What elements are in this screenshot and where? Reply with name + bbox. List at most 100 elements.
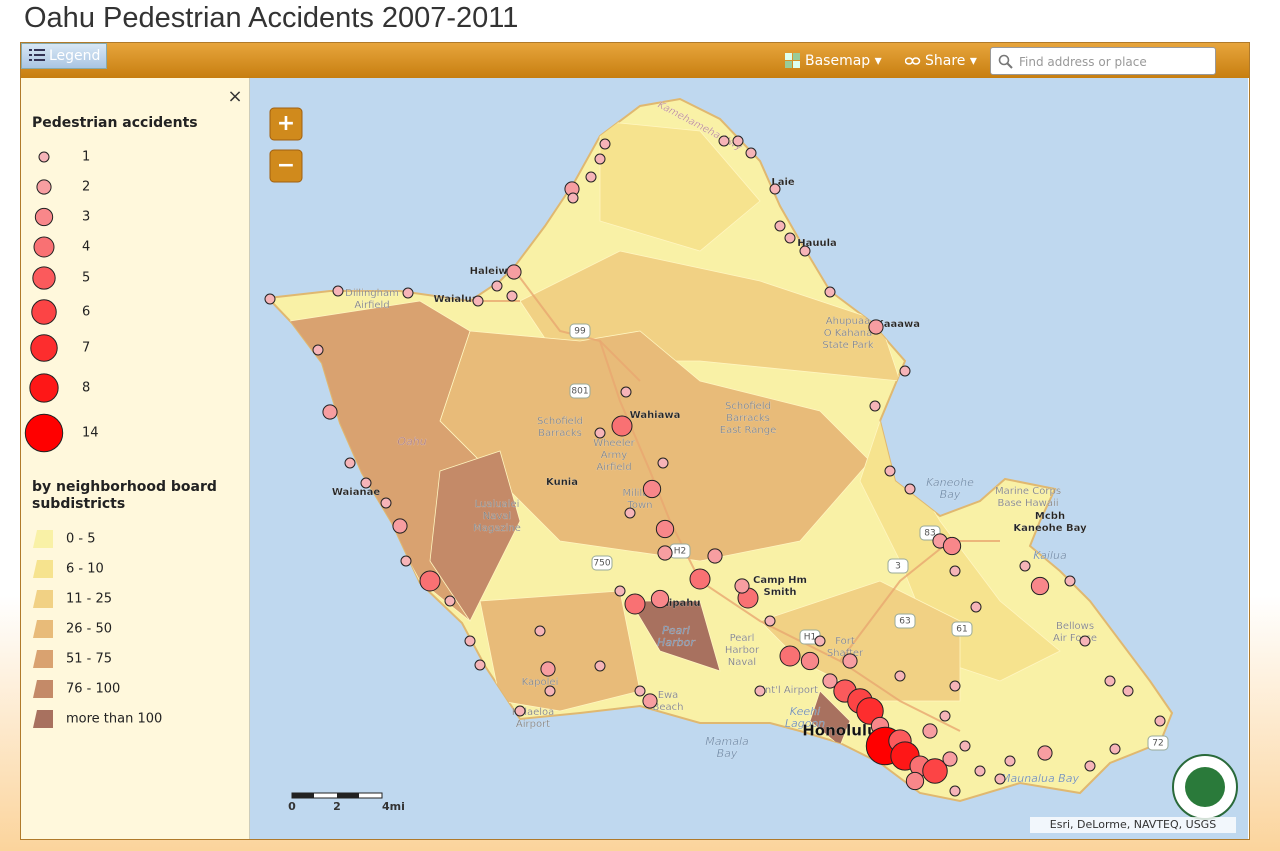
accident-point[interactable]	[474, 659, 486, 671]
accident-point[interactable]	[774, 220, 786, 232]
accident-point[interactable]	[655, 519, 675, 539]
accident-point[interactable]	[814, 635, 826, 647]
accident-point[interactable]	[822, 673, 838, 689]
accident-point[interactable]	[599, 138, 611, 150]
accident-point[interactable]	[1109, 743, 1121, 755]
map-label: Pearl	[662, 624, 690, 637]
accident-point[interactable]	[745, 147, 757, 159]
accident-point[interactable]	[784, 232, 796, 244]
accident-point[interactable]	[657, 457, 669, 469]
accident-point[interactable]	[634, 685, 646, 697]
zoom-button[interactable]	[269, 107, 303, 141]
accident-point[interactable]	[491, 280, 503, 292]
share-button[interactable]: Share ▾	[925, 53, 977, 69]
accident-point[interactable]	[614, 585, 626, 597]
accident-point[interactable]	[994, 773, 1006, 785]
accident-point[interactable]	[904, 483, 916, 495]
accident-point[interactable]	[506, 264, 522, 280]
accident-point[interactable]	[1004, 755, 1016, 767]
accident-point[interactable]	[322, 404, 338, 420]
map[interactable]: Kamehameha HwyLaieHauulaKaaawaHaleiwaWai…	[250, 78, 1248, 839]
accident-point[interactable]	[472, 295, 484, 307]
accident-point[interactable]	[567, 192, 579, 204]
accident-point[interactable]	[894, 670, 906, 682]
accident-point[interactable]	[779, 645, 801, 667]
accident-point[interactable]	[824, 286, 836, 298]
accident-point[interactable]	[1030, 576, 1050, 596]
accident-point[interactable]	[332, 285, 344, 297]
accident-point[interactable]	[380, 497, 392, 509]
accident-point[interactable]	[754, 685, 766, 697]
accident-point[interactable]	[769, 183, 781, 195]
accident-point[interactable]	[922, 758, 948, 784]
accident-point[interactable]	[949, 565, 961, 577]
accident-point[interactable]	[650, 589, 670, 609]
accident-point[interactable]	[689, 568, 711, 590]
accident-point[interactable]	[939, 710, 951, 722]
accident-point[interactable]	[594, 153, 606, 165]
accident-point[interactable]	[594, 660, 606, 672]
accident-point[interactable]	[1064, 575, 1076, 587]
accident-point[interactable]	[959, 740, 971, 752]
accident-point[interactable]	[1037, 745, 1053, 761]
accident-point[interactable]	[534, 625, 546, 637]
accident-point[interactable]	[611, 415, 633, 437]
accident-point[interactable]	[942, 536, 962, 556]
zoom-button[interactable]	[269, 149, 303, 183]
accident-point[interactable]	[585, 171, 597, 183]
accident-point[interactable]	[905, 771, 925, 791]
accident-point[interactable]	[312, 344, 324, 356]
accident-point[interactable]	[869, 400, 881, 412]
accident-point[interactable]	[1154, 715, 1166, 727]
search-box[interactable]: Find address or place	[990, 47, 1216, 75]
accident-point[interactable]	[800, 651, 820, 671]
accident-point[interactable]	[444, 595, 456, 607]
accident-point[interactable]	[620, 386, 632, 398]
accident-point[interactable]	[624, 593, 646, 615]
accident-point[interactable]	[642, 693, 658, 709]
accident-point[interactable]	[732, 135, 744, 147]
accident-point[interactable]	[514, 705, 526, 717]
accident-point[interactable]	[949, 785, 961, 797]
accident-point[interactable]	[402, 287, 414, 299]
accident-point[interactable]	[544, 685, 556, 697]
accident-point[interactable]	[624, 507, 636, 519]
accident-point[interactable]	[642, 479, 662, 499]
accident-point[interactable]	[764, 615, 776, 627]
accident-point[interactable]	[949, 680, 961, 692]
accident-point[interactable]	[1079, 635, 1091, 647]
close-button[interactable]: ×	[227, 86, 242, 107]
accident-point[interactable]	[657, 545, 673, 561]
accident-point[interactable]	[884, 465, 896, 477]
basemap-button[interactable]: Basemap ▾	[805, 53, 882, 69]
accident-point[interactable]	[1122, 685, 1134, 697]
accident-point[interactable]	[868, 319, 884, 335]
accident-point[interactable]	[942, 751, 958, 767]
legend-button[interactable]: Legend	[21, 43, 107, 69]
accident-point[interactable]	[718, 135, 730, 147]
accident-point[interactable]	[594, 427, 606, 439]
accident-point[interactable]	[1104, 675, 1116, 687]
accident-point[interactable]	[400, 555, 412, 567]
map-label: Lagoon	[785, 717, 825, 730]
accident-point[interactable]	[734, 578, 750, 594]
accident-point[interactable]	[464, 635, 476, 647]
accident-point[interactable]	[842, 653, 858, 669]
accident-point[interactable]	[419, 570, 441, 592]
accident-point[interactable]	[540, 661, 556, 677]
accident-point[interactable]	[264, 293, 276, 305]
map-label: Wahiawa	[630, 410, 681, 421]
accident-point[interactable]	[799, 245, 811, 257]
accident-point[interactable]	[506, 290, 518, 302]
accident-point[interactable]	[899, 365, 911, 377]
accident-point[interactable]	[970, 601, 982, 613]
accident-point[interactable]	[922, 723, 938, 739]
accident-point[interactable]	[360, 477, 372, 489]
legend-icon	[29, 49, 45, 61]
accident-point[interactable]	[1019, 560, 1031, 572]
accident-point[interactable]	[974, 765, 986, 777]
accident-point[interactable]	[344, 457, 356, 469]
accident-point[interactable]	[392, 518, 408, 534]
accident-point[interactable]	[1084, 760, 1096, 772]
accident-point[interactable]	[707, 548, 723, 564]
